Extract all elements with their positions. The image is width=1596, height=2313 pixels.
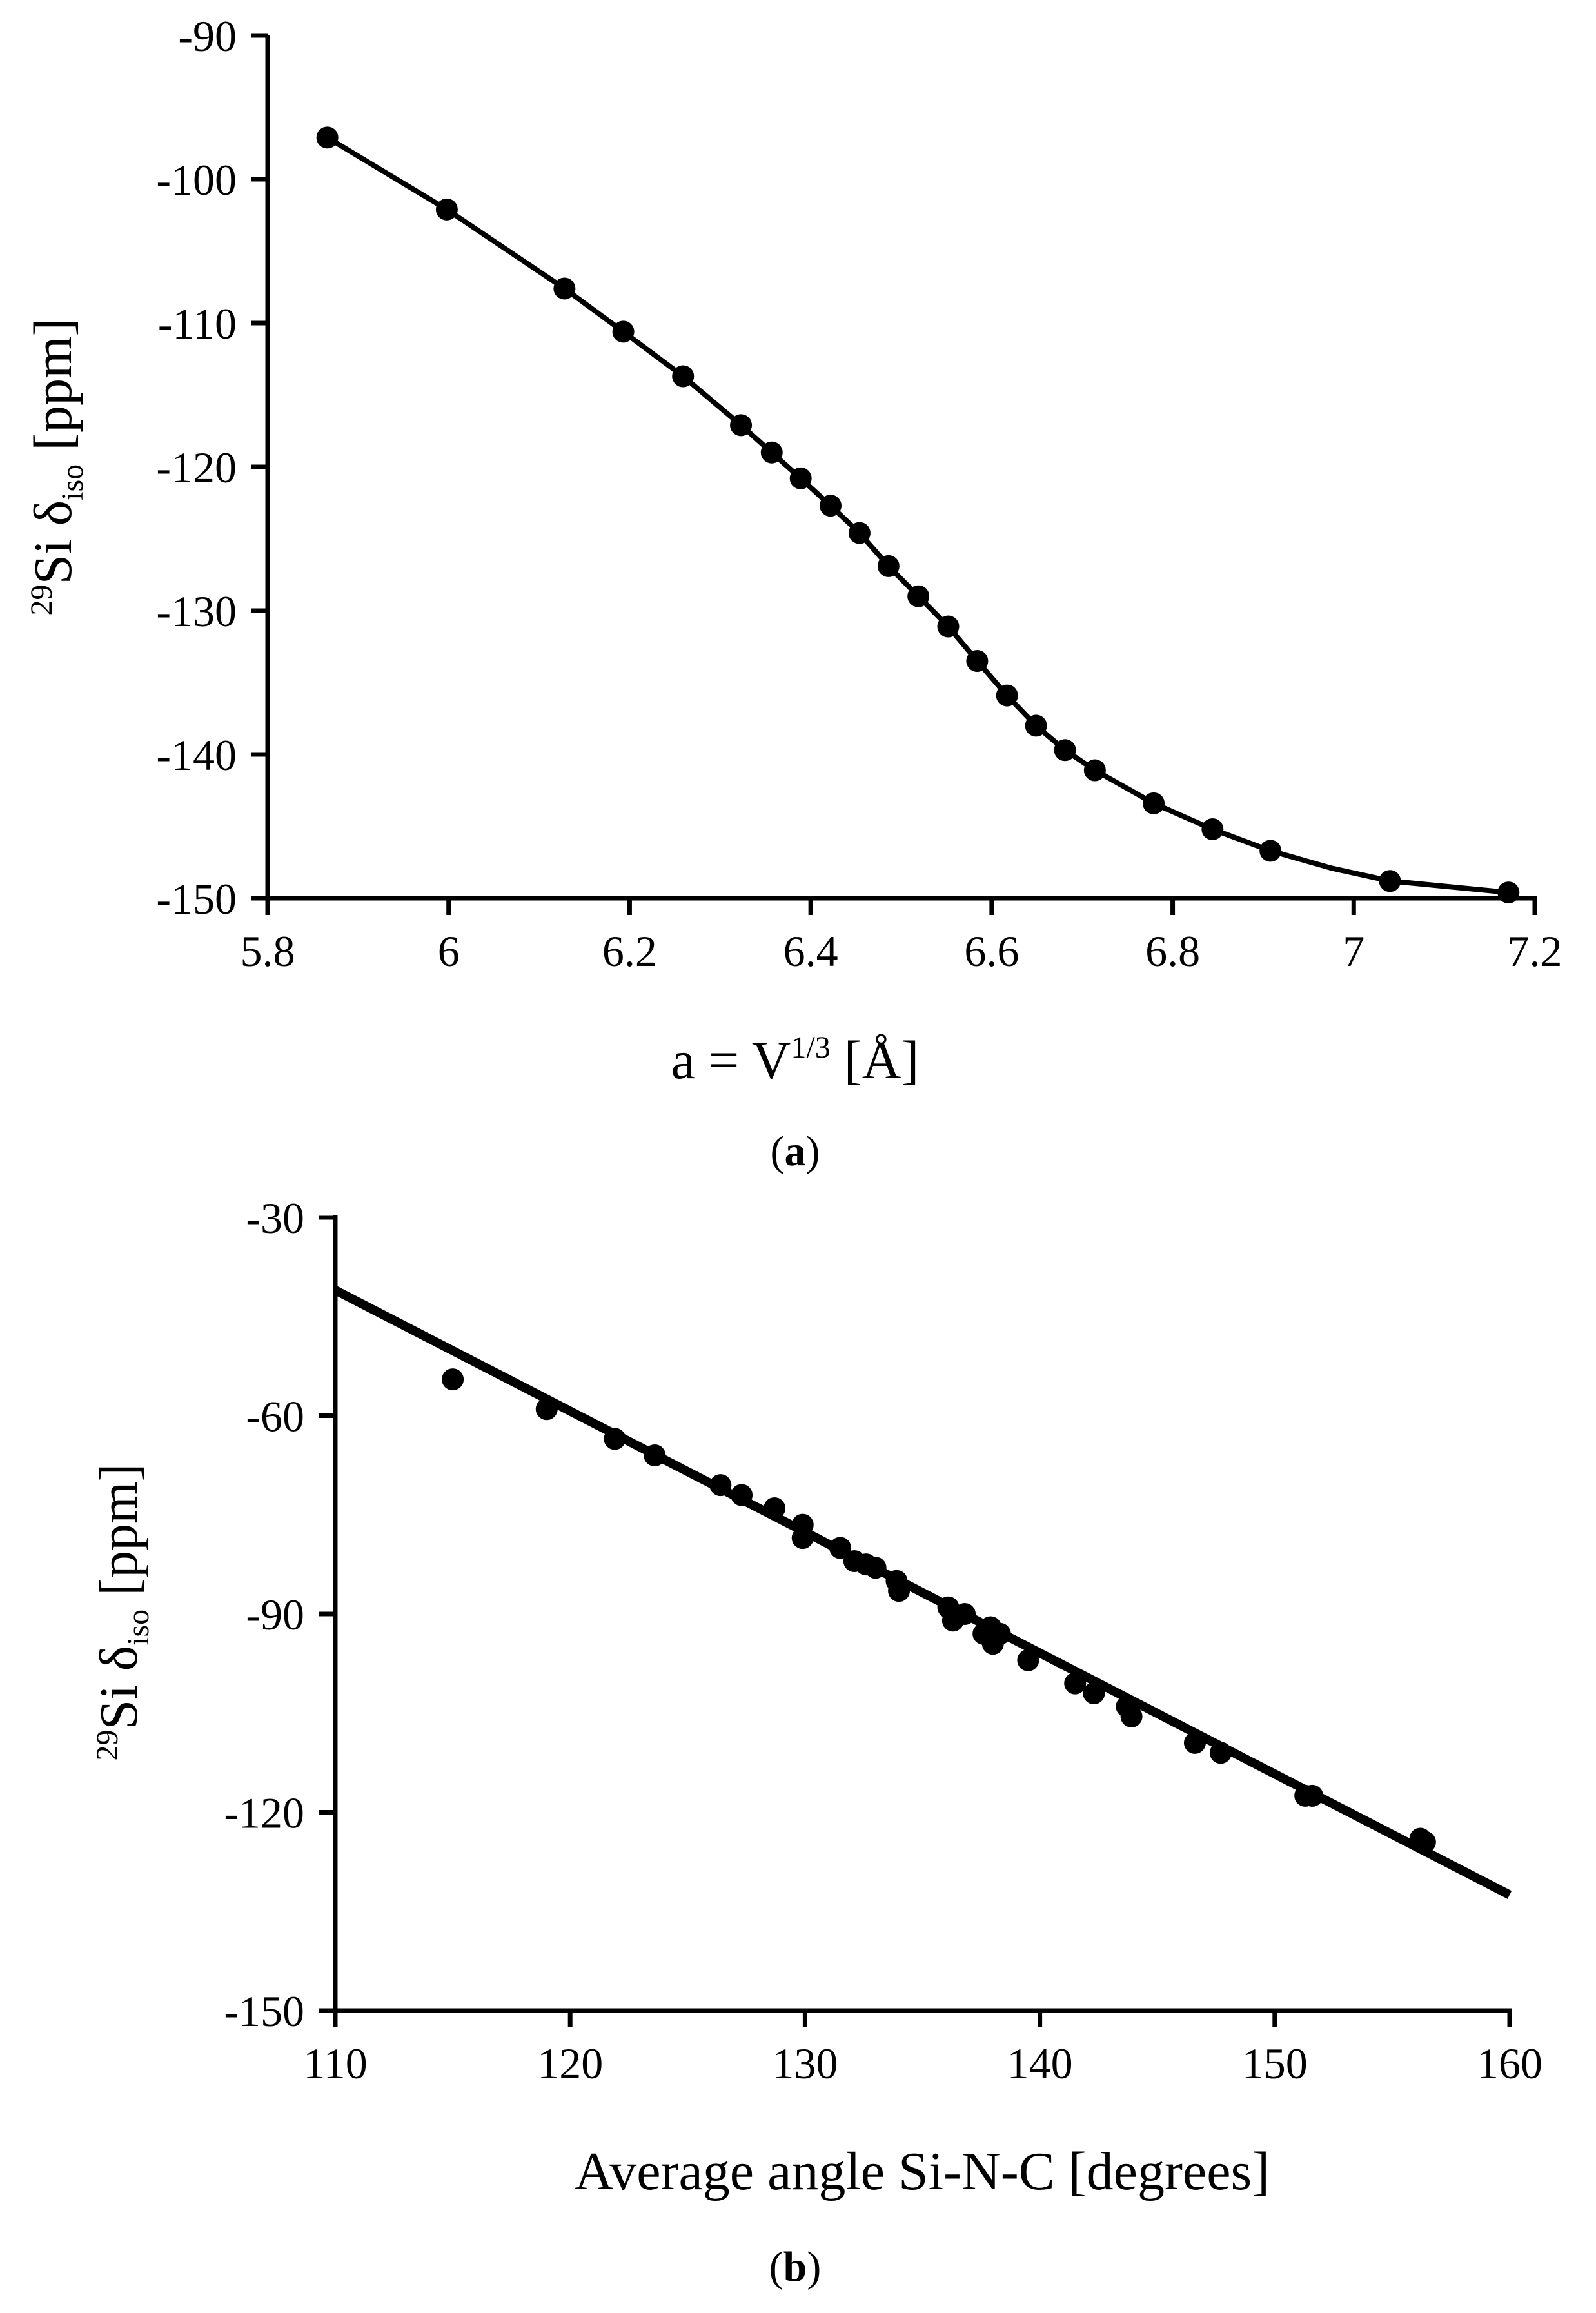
chart-b-data-point: [864, 1557, 887, 1579]
chart-b-x-tick-label: 140: [1007, 2039, 1073, 2088]
chart-a-fit-curve: [326, 135, 1509, 896]
chart-b-y-label: 29Si δiso [ppm]: [89, 1464, 155, 1761]
chart-b-data-point: [829, 1537, 852, 1559]
chart-a-y-tick-label: -100: [156, 155, 237, 204]
chart-b-x-ticks: 110 120 130 140 150 160: [303, 2011, 1542, 2088]
chart-a-y-ticks: -90 -100 -110 -120 -130 -140 -150: [156, 12, 268, 923]
chart-a-x-tick-label: 7: [1343, 927, 1364, 976]
chart-b-y-tick-label: -150: [224, 1987, 304, 2036]
chart-b-y-tick-label: -30: [246, 1194, 304, 1243]
chart-b-x-tick-label: 110: [303, 2039, 367, 2088]
chart-b-data-point: [1210, 1742, 1232, 1764]
chart-b-y-tick-label: -60: [246, 1392, 304, 1441]
chart-b-data-point: [989, 1622, 1011, 1645]
chart-b-x-tick-label: 160: [1477, 2039, 1542, 2088]
chart-b-y-tick-label: -90: [246, 1590, 304, 1639]
chart-b-data-point: [1414, 1831, 1436, 1853]
chart-b-data-point: [535, 1398, 558, 1421]
chart-a-x-tick-label: 6.4: [783, 927, 838, 976]
panel-a-caption: (a): [771, 1128, 820, 1175]
chart-b-fit-line: [333, 1286, 1512, 1899]
chart-a-x-tick-label: 7.2: [1508, 927, 1562, 976]
chart-a-x-tick-label: 6.8: [1145, 927, 1200, 976]
chart-a-x-tick-label: 6.6: [964, 927, 1019, 976]
chart-b-data-point: [791, 1527, 814, 1550]
chart-b-y-tick-label: -120: [224, 1789, 304, 1838]
chart-a-y-label: 29Si δiso [ppm]: [23, 319, 90, 616]
chart-b-data-points: [442, 1368, 1436, 1853]
chart-b-data-point: [1017, 1649, 1039, 1671]
chart-b-y-ticks: -30 -60 -90 -120 -150: [224, 1194, 335, 2036]
chart-b-data-point: [709, 1474, 732, 1497]
chart-b-data-point: [1120, 1705, 1143, 1727]
panel-b-caption: (b): [769, 2243, 822, 2290]
chart-a-x-label: a = V1/3 [Å]: [671, 1030, 920, 1090]
chart-b-x-label: Average angle Si-N-C [degrees]: [575, 2141, 1270, 2201]
chart-a-y-tick-label: -120: [156, 443, 237, 492]
chart-b-data-point: [731, 1484, 753, 1506]
chart-b-x-tick-label: 150: [1242, 2039, 1308, 2088]
chart-b-data-point: [764, 1497, 786, 1519]
chart-b-data-point: [1064, 1672, 1087, 1695]
chart-b-data-point: [888, 1580, 911, 1602]
chart-a-y-tick-label: -150: [156, 874, 237, 923]
chart-a-x-ticks: 5.8 6 6.2 6.4 6.6 6.8 7 7.2: [241, 898, 1562, 976]
chart-b-data-point: [1083, 1682, 1105, 1704]
chart-panel-a: 5.8 6 6.2 6.4 6.6 6.8 7 7.2 -90 -100 -110 -120 -130…: [23, 12, 1562, 1175]
chart-b-data-point: [1183, 1731, 1206, 1754]
chart-a-y-tick-label: -90: [178, 12, 237, 61]
chart-a-y-tick-label: -110: [158, 299, 237, 348]
chart-b-data-point: [442, 1368, 464, 1391]
chart-panel-b: 110 120 130 140 150 160 -30 -60 -90 -120 -150 29S…: [89, 1194, 1542, 2290]
chart-a-x-tick-label: 6: [438, 927, 460, 976]
chart-a-x-tick-label: 6.2: [602, 927, 657, 976]
chart-b-data-point: [954, 1603, 976, 1625]
chart-a-y-tick-label: -130: [156, 587, 237, 636]
chart-b-data-point: [604, 1428, 626, 1450]
chart-a-y-tick-label: -140: [156, 731, 237, 780]
chart-b-x-tick-label: 120: [537, 2039, 603, 2088]
chart-b-x-tick-label: 130: [772, 2039, 838, 2088]
chart-a-x-tick-label: 5.8: [241, 927, 295, 976]
chart-b-data-point: [1301, 1784, 1324, 1807]
chart-b-data-point: [644, 1444, 666, 1466]
